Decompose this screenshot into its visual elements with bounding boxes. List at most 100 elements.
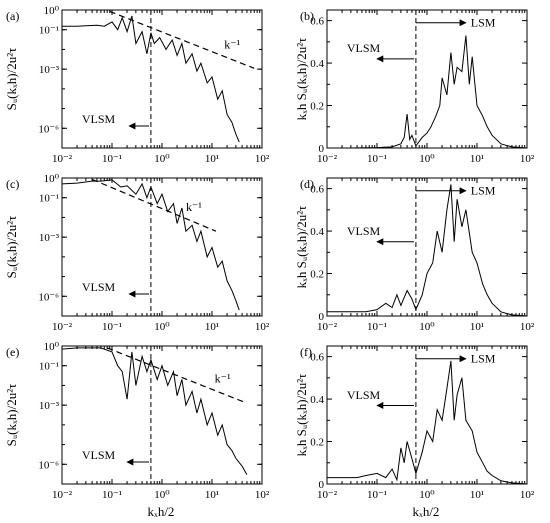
series-line bbox=[62, 15, 240, 143]
y-axis-label: kₓh Sᵤ(kₓh)/2u²τ bbox=[294, 206, 309, 289]
y-tick-label: 10⁻¹ bbox=[39, 361, 59, 373]
panel-b: LSM VLSM 10⁻² 10⁻¹ 10⁰ 10¹ 10² 0 0.2 0.4 0.6(b) kₓh… bbox=[294, 9, 535, 165]
panel-label: (b) bbox=[300, 9, 314, 23]
y-tick-label: 0 bbox=[319, 479, 325, 491]
x-tick-label: 10¹ bbox=[205, 489, 219, 501]
plot-frame bbox=[61, 177, 263, 317]
y-axis-label: kₓh Sᵤ(kₓh)/2u²τ bbox=[294, 374, 309, 457]
y-tick-label: 10⁰ bbox=[44, 5, 60, 17]
y-tick-label: 0.4 bbox=[310, 58, 324, 70]
y-tick-label: 0.4 bbox=[310, 226, 324, 238]
y-axis-label: Sᵤ(kₓh)/2u²τ bbox=[4, 384, 19, 447]
annotation-lsm: LSM bbox=[471, 352, 496, 366]
series-line bbox=[327, 184, 527, 316]
x-tick-label: 10⁻² bbox=[52, 489, 73, 501]
y-tick-label: 0.2 bbox=[310, 269, 324, 281]
y-tick-label: 10⁻³ bbox=[39, 232, 60, 244]
x-tick-label: 10⁰ bbox=[154, 153, 170, 165]
annotation-vlsm: VLSM bbox=[347, 388, 381, 402]
x-tick-label: 10¹ bbox=[470, 489, 484, 501]
y-tick-label: 0.4 bbox=[310, 394, 324, 406]
series-line bbox=[62, 179, 240, 311]
plot-frame bbox=[61, 9, 263, 149]
annotation-lsm: LSM bbox=[471, 184, 496, 198]
x-tick-label: 10⁻¹ bbox=[367, 321, 387, 333]
annotation-vlsm: VLSM bbox=[347, 41, 381, 55]
y-tick-label: 10⁻³ bbox=[39, 64, 60, 76]
reference-line-label: k⁻¹ bbox=[186, 200, 202, 214]
series-line bbox=[62, 347, 248, 475]
x-tick-label: 10⁻² bbox=[52, 321, 73, 333]
annotation-vlsm: VLSM bbox=[82, 448, 116, 462]
x-tick-label: 10¹ bbox=[205, 321, 219, 333]
reference-line bbox=[109, 10, 255, 69]
panel-a: k⁻¹ VLSM 10⁻² 10⁻¹ 10⁰ 10¹ 10² 10⁰ 10⁻¹ 10⁻³ 10⁻⁶ (… bbox=[4, 5, 270, 165]
y-tick-label: 10⁰ bbox=[44, 173, 60, 185]
panel-label: (d) bbox=[300, 177, 314, 191]
x-tick-label: 10⁻² bbox=[52, 153, 73, 165]
x-tick-label: 10⁻¹ bbox=[102, 489, 122, 501]
panel-d: LSM VLSM 10⁻² 10⁻¹ 10⁰ 10¹ 10² 0 0.2 0.4 0.6(d) kₓh… bbox=[294, 177, 535, 333]
reference-line-label: k⁻¹ bbox=[215, 371, 231, 385]
panel-label: (c) bbox=[6, 177, 19, 191]
annotation-vlsm: VLSM bbox=[82, 280, 116, 294]
x-tick-label: 10⁰ bbox=[419, 489, 435, 501]
y-tick-label: 0 bbox=[319, 143, 325, 155]
panel-e: k⁻¹ VLSM 10⁻² 10⁻¹ 10⁰ 10¹ 10² 10⁰ 10⁻¹ 10⁻³ 10⁻⁶ (… bbox=[4, 341, 270, 501]
plot-frame bbox=[326, 345, 528, 485]
x-tick-label: 10⁰ bbox=[154, 489, 170, 501]
x-tick-label: 10⁰ bbox=[419, 321, 435, 333]
reference-line-label: k⁻¹ bbox=[224, 37, 240, 51]
plot-frame bbox=[326, 9, 528, 149]
x-tick-label: 10⁻² bbox=[317, 321, 338, 333]
x-tick-label: 10¹ bbox=[470, 153, 484, 165]
annotation-lsm: LSM bbox=[471, 16, 496, 30]
x-tick-label: 10⁻¹ bbox=[367, 489, 387, 501]
y-tick-label: 0.6 bbox=[310, 16, 324, 28]
x-tick-label: 10¹ bbox=[470, 321, 484, 333]
y-axis-label: Sᵤ(kₓh)/2u²τ bbox=[4, 216, 19, 279]
y-tick-label: 10⁻¹ bbox=[39, 193, 59, 205]
y-tick-label: 0.2 bbox=[310, 101, 324, 113]
annotation-vlsm: VLSM bbox=[82, 112, 116, 126]
y-tick-label: 10⁰ bbox=[44, 341, 60, 353]
x-tick-label: 10⁻² bbox=[317, 489, 338, 501]
y-axis-label: Sᵤ(kₓh)/2u²τ bbox=[4, 48, 19, 111]
panel-label: (e) bbox=[6, 345, 19, 359]
y-tick-label: 10⁻⁶ bbox=[38, 291, 59, 303]
y-tick-label: 10⁻⁶ bbox=[38, 459, 59, 471]
x-tick-label: 10² bbox=[520, 489, 535, 501]
x-tick-label: 10² bbox=[520, 153, 535, 165]
x-tick-label: 10⁰ bbox=[154, 321, 170, 333]
x-tick-label: 10² bbox=[255, 489, 270, 501]
series-line bbox=[327, 35, 527, 148]
x-tick-label: 10¹ bbox=[205, 153, 219, 165]
panel-label: (f) bbox=[300, 345, 312, 359]
plot-frame bbox=[326, 177, 528, 317]
annotation-vlsm: VLSM bbox=[347, 224, 381, 238]
x-tick-label: 10² bbox=[255, 153, 270, 165]
x-axis-label-right: kₓh/2 bbox=[413, 504, 440, 519]
x-tick-label: 10² bbox=[255, 321, 270, 333]
reference-line bbox=[91, 178, 217, 232]
y-tick-label: 10⁻³ bbox=[39, 400, 60, 412]
panel-f: LSM VLSM 10⁻² 10⁻¹ 10⁰ 10¹ 10² 0 0.2 0.4 0.6(f) kₓh… bbox=[294, 345, 535, 501]
x-tick-label: 10⁻¹ bbox=[367, 153, 387, 165]
y-tick-label: 0.6 bbox=[310, 184, 324, 196]
y-tick-label: 0.2 bbox=[310, 437, 324, 449]
reference-line bbox=[106, 347, 245, 403]
y-axis-label: kₓh Sᵤ(kₓh)/2u²τ bbox=[294, 38, 309, 121]
y-tick-label: 0.6 bbox=[310, 352, 324, 364]
y-tick-label: 10⁻⁶ bbox=[38, 123, 59, 135]
panel-c: k⁻¹ VLSM 10⁻² 10⁻¹ 10⁰ 10¹ 10² 10⁰ 10⁻¹ 10⁻³ 10⁻⁶ (… bbox=[4, 173, 270, 333]
x-tick-label: 10² bbox=[520, 321, 535, 333]
y-tick-label: 10⁻¹ bbox=[39, 25, 59, 37]
x-tick-label: 10⁻¹ bbox=[102, 321, 122, 333]
panel-label: (a) bbox=[6, 9, 19, 23]
x-tick-label: 10⁻² bbox=[317, 153, 338, 165]
x-tick-label: 10⁻¹ bbox=[102, 153, 122, 165]
y-tick-label: 0 bbox=[319, 311, 325, 323]
series-line bbox=[327, 360, 527, 484]
x-tick-label: 10⁰ bbox=[419, 153, 435, 165]
